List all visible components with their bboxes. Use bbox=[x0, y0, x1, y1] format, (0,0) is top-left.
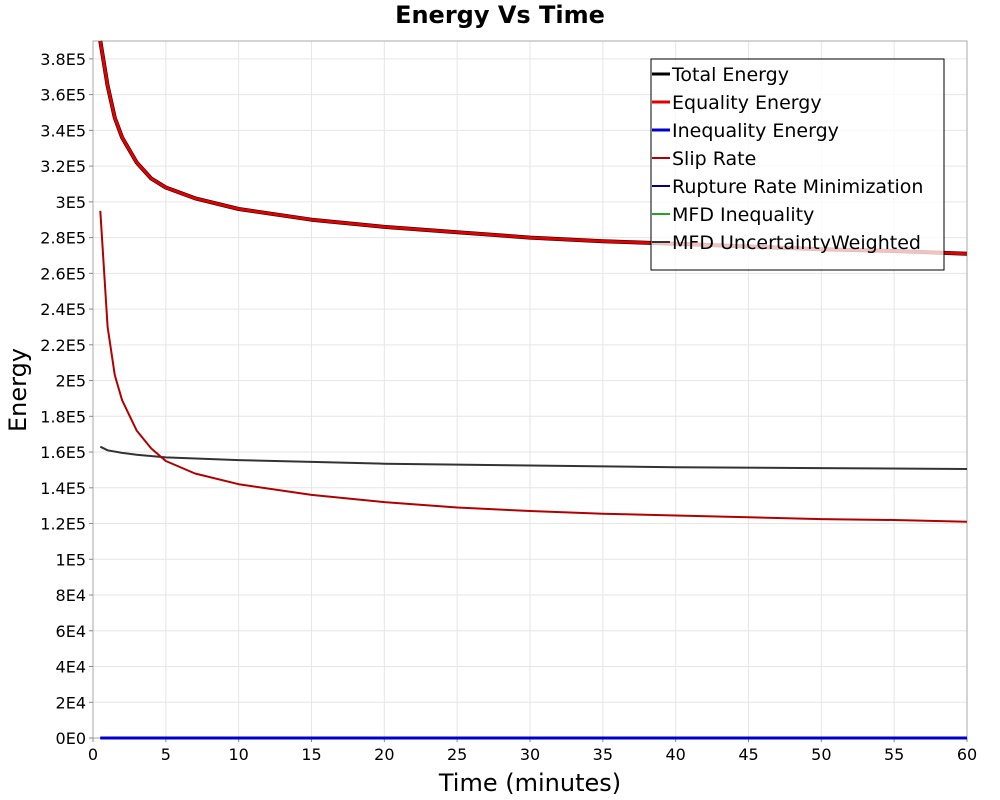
x-axis-ticks: 0 5 10 15 20 25 30 35 40 45 50 55 60 bbox=[88, 738, 977, 764]
y-tick-label: 2.2E5 bbox=[40, 336, 86, 355]
series-line-slip-rate bbox=[99, 210, 968, 523]
y-tick-label: 6E4 bbox=[56, 622, 86, 641]
y-tick-label: 3E5 bbox=[56, 193, 86, 212]
y-tick-label: 3.2E5 bbox=[40, 157, 86, 176]
x-tick-label: 15 bbox=[301, 745, 321, 764]
legend-label: MFD UncertaintyWeighted bbox=[672, 232, 921, 254]
y-tick-label: 3.4E5 bbox=[40, 121, 86, 140]
y-tick-label: 0E0 bbox=[56, 729, 86, 748]
x-tick-label: 35 bbox=[593, 745, 613, 764]
legend-label: Rupture Rate Minimization bbox=[672, 176, 923, 198]
x-tick-label: 55 bbox=[884, 745, 904, 764]
y-tick-label: 2.6E5 bbox=[40, 264, 86, 283]
y-tick-label: 3.6E5 bbox=[40, 86, 86, 105]
x-tick-label: 30 bbox=[520, 745, 540, 764]
y-tick-label: 3.8E5 bbox=[40, 50, 86, 69]
y-tick-label: 1E5 bbox=[56, 550, 86, 569]
legend-box bbox=[650, 58, 945, 271]
x-tick-label: 20 bbox=[374, 745, 394, 764]
legend-label: MFD Inequality bbox=[672, 204, 814, 226]
x-tick-label: 5 bbox=[161, 745, 171, 764]
legend-label: Slip Rate bbox=[672, 148, 756, 170]
x-tick-label: 25 bbox=[447, 745, 467, 764]
y-tick-label: 2E4 bbox=[56, 693, 86, 712]
y-tick-label: 4E4 bbox=[56, 658, 86, 677]
x-tick-label: 40 bbox=[665, 745, 685, 764]
y-tick-label: 8E4 bbox=[56, 586, 86, 605]
x-tick-label: 10 bbox=[228, 745, 248, 764]
legend-label: Equality Energy bbox=[672, 92, 822, 114]
chart-title: Energy Vs Time bbox=[395, 1, 605, 29]
y-tick-label: 1.8E5 bbox=[40, 407, 86, 426]
y-tick-label: 1.6E5 bbox=[40, 443, 86, 462]
y-tick-label: 2E5 bbox=[56, 372, 86, 391]
x-tick-label: 50 bbox=[811, 745, 831, 764]
x-tick-label: 45 bbox=[738, 745, 758, 764]
y-axis-ticks: 0E0 2E4 4E4 6E4 8E4 1E5 1.2E5 1.4E5 1.6E5 1.8E5 2E… bbox=[40, 50, 93, 748]
y-tick-label: 2.8E5 bbox=[40, 229, 86, 248]
y-axis-label: Energy bbox=[4, 348, 32, 432]
y-tick-label: 1.2E5 bbox=[40, 515, 86, 534]
legend-label: Total Energy bbox=[671, 64, 789, 86]
legend: Total Energy Equality Energy Inequality En… bbox=[650, 58, 945, 271]
y-tick-label: 2.4E5 bbox=[40, 300, 86, 319]
x-axis-label: Time (minutes) bbox=[438, 769, 621, 797]
x-tick-label: 0 bbox=[88, 745, 98, 764]
x-tick-label: 60 bbox=[957, 745, 977, 764]
legend-label: Inequality Energy bbox=[672, 120, 839, 142]
y-tick-label: 1.4E5 bbox=[40, 479, 86, 498]
series-line-mfd-uncertaintyweighted bbox=[99, 445, 968, 470]
